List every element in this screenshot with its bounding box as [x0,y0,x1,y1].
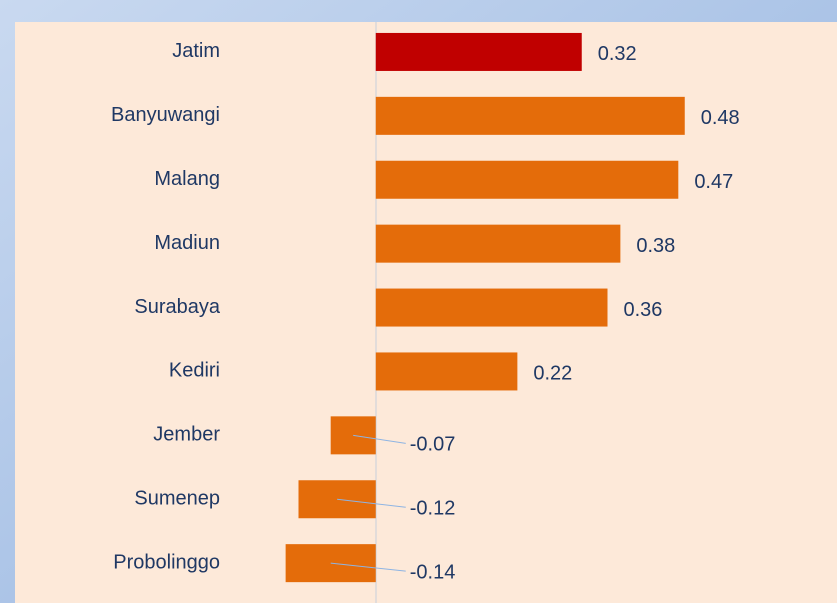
value-label: -0.07 [410,434,456,456]
bar [375,96,685,135]
category-label: Malang [154,168,220,190]
category-label: Sumenep [134,488,220,510]
bar [375,352,518,391]
bar [375,160,679,199]
value-label: 0.47 [694,171,733,193]
value-label: 0.32 [598,43,637,65]
value-label: 0.22 [533,363,572,385]
leader-line [353,434,406,444]
bar [375,32,582,71]
bar [375,224,621,263]
category-label: Banyuwangi [111,104,220,126]
category-label: Kediri [169,360,220,382]
value-label: -0.14 [410,561,456,583]
value-label: 0.48 [701,107,740,129]
leader-line [330,562,406,572]
category-label: Surabaya [134,296,220,318]
value-label: -0.12 [410,498,456,520]
leader-line [337,498,406,508]
category-label: Madiun [154,232,220,254]
bar [375,288,608,327]
category-label: Probolinggo [113,551,220,573]
category-label: Jatim [172,40,220,62]
category-label: Jember [153,424,220,446]
value-label: 0.38 [636,235,675,257]
value-label: 0.36 [624,299,663,321]
